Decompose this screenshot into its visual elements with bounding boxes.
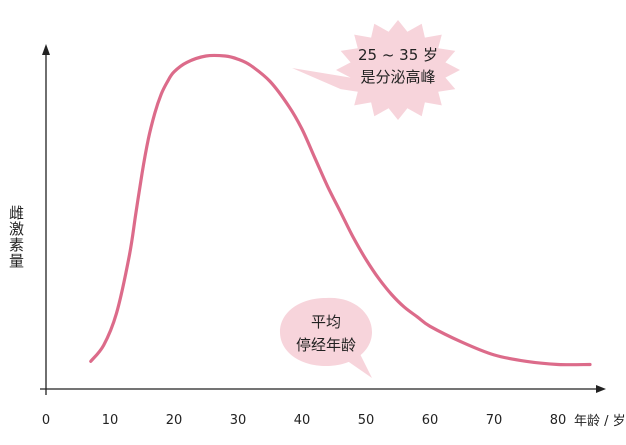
peak-annotation-line1: 25 ~ 35 岁 <box>358 46 438 64</box>
menopause-annotation: 平均 停经年龄 <box>280 297 372 378</box>
x-tick-label: 40 <box>294 413 311 428</box>
menopause-annotation-line2: 停经年龄 <box>296 336 356 354</box>
x-tick-label: 60 <box>422 413 439 428</box>
y-axis-title: 雌激素量 <box>7 205 25 269</box>
x-tick-label: 20 <box>166 413 183 428</box>
x-axis-arrow <box>596 385 606 393</box>
y-axis-arrow <box>42 44 50 55</box>
menopause-speech-bubble <box>280 297 372 366</box>
menopause-bubble-tail <box>346 354 372 378</box>
peak-annotation: 25 ~ 35 岁 是分泌高峰 <box>292 20 460 120</box>
peak-annotation-line2: 是分泌高峰 <box>360 68 435 86</box>
x-tick-label: 30 <box>230 413 247 428</box>
estrogen-curve <box>89 53 592 367</box>
x-tick-label: 50 <box>358 413 375 428</box>
x-tick-labels: 0 10 20 30 40 50 60 70 80 <box>42 413 566 428</box>
x-tick-label: 70 <box>486 413 503 428</box>
x-tick-label: 80 <box>550 413 567 428</box>
x-tick-label: 10 <box>102 413 119 428</box>
peak-burst-bubble <box>292 20 460 120</box>
x-axis-title: 年龄 / 岁 <box>574 414 626 429</box>
x-tick-label: 0 <box>42 413 50 428</box>
menopause-annotation-line1: 平均 <box>311 313 341 331</box>
